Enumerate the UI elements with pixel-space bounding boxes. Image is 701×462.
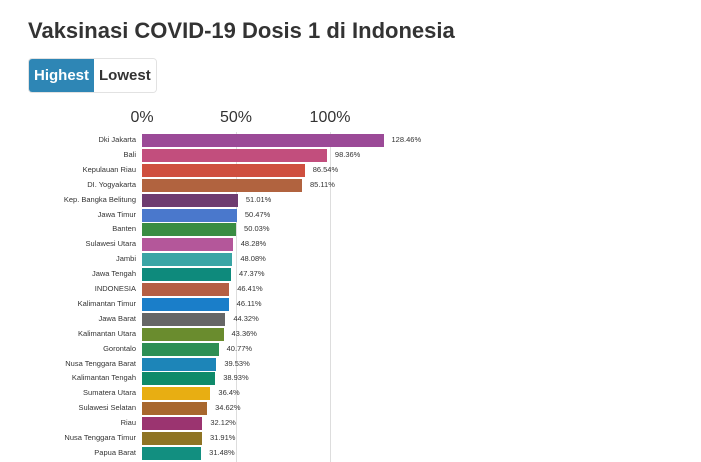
chart-row: Jawa Timur 50.47% bbox=[0, 208, 701, 223]
chart-row: Jawa Tengah 47.37% bbox=[0, 267, 701, 282]
value-label: 85.11% bbox=[310, 179, 335, 189]
chart-row: Sulawesi Selatan 34.62% bbox=[0, 401, 701, 416]
value-label: 128.46% bbox=[391, 135, 422, 144]
chart-row: Kalimantan Tengah 38.93% bbox=[0, 371, 701, 386]
chart-row: Jambi 48.08% bbox=[0, 252, 701, 267]
value-label: 86.54% bbox=[312, 164, 339, 174]
bar[interactable] bbox=[142, 223, 237, 237]
row-label: Jawa Barat bbox=[98, 313, 136, 323]
bar[interactable] bbox=[142, 402, 208, 416]
chart-row: Papua Barat 31.48% bbox=[0, 446, 701, 461]
axis-tick-label: 50% bbox=[219, 109, 253, 126]
gridline bbox=[236, 132, 237, 462]
chart-row: Kep. Bangka Belitung 51.01% bbox=[0, 193, 701, 208]
row-label: Nusa Tenggara Barat bbox=[65, 358, 136, 368]
row-label: Kalimantan Timur bbox=[77, 298, 136, 308]
value-label: 39.53% bbox=[224, 358, 250, 368]
bar[interactable] bbox=[142, 134, 384, 147]
value-label: 31.91% bbox=[209, 433, 236, 442]
row-label: Nusa Tenggara Timur bbox=[64, 433, 136, 442]
bar[interactable] bbox=[142, 432, 202, 445]
chart-row: Kalimantan Timur 46.11% bbox=[0, 297, 701, 312]
axis-tick-label: 100% bbox=[309, 109, 351, 126]
row-label: Sulawesi Utara bbox=[85, 239, 136, 249]
bar[interactable] bbox=[142, 417, 203, 431]
row-label: Kalimantan Tengah bbox=[71, 373, 136, 383]
value-label: 40.77% bbox=[226, 343, 253, 353]
axis-tick-label: 0% bbox=[130, 109, 154, 126]
row-label: Kepulauan Riau bbox=[82, 164, 136, 174]
bar[interactable] bbox=[142, 342, 219, 356]
row-label: Jawa Timur bbox=[97, 209, 136, 219]
bar[interactable] bbox=[142, 372, 216, 386]
bar[interactable] bbox=[142, 148, 327, 162]
bar[interactable] bbox=[142, 163, 305, 177]
value-label: 44.32% bbox=[233, 313, 259, 323]
chart-row: Jawa Barat 44.32% bbox=[0, 312, 701, 327]
bar[interactable] bbox=[142, 327, 224, 341]
bar[interactable] bbox=[142, 357, 217, 371]
chart-row: Kalimantan Utara 43.36% bbox=[0, 327, 701, 342]
row-label: Papua Barat bbox=[94, 447, 136, 457]
bar[interactable] bbox=[142, 268, 232, 282]
row-label: Riau bbox=[120, 418, 136, 428]
bar[interactable] bbox=[142, 387, 211, 401]
page-title: Vaksinasi COVID-19 Dosis 1 di Indonesia bbox=[28, 18, 455, 43]
row-label: DI. Yogyakarta bbox=[87, 179, 136, 189]
row-label: Banten bbox=[112, 224, 136, 234]
value-label: 51.01% bbox=[245, 194, 272, 204]
chart-row: INDONESIA 46.41% bbox=[0, 282, 701, 297]
row-label: Sumatera Utara bbox=[83, 388, 136, 398]
row-label: Bali bbox=[123, 149, 136, 159]
chart-row: Kepulauan Riau 86.54% bbox=[0, 163, 701, 178]
bar[interactable] bbox=[142, 208, 237, 222]
bar[interactable] bbox=[142, 253, 233, 267]
bar[interactable] bbox=[142, 238, 233, 252]
chart-row: Dki Jakarta 128.46% bbox=[0, 133, 701, 148]
value-label: 50.03% bbox=[244, 224, 270, 234]
gridline bbox=[330, 132, 331, 462]
chart-row: Banten 50.03% bbox=[0, 222, 701, 237]
row-label: Gorontalo bbox=[103, 343, 136, 353]
value-label: 48.08% bbox=[240, 254, 266, 264]
value-label: 50.47% bbox=[244, 209, 271, 219]
chart-row: Riau 32.12% bbox=[0, 416, 701, 431]
value-label: 36.4% bbox=[218, 388, 240, 398]
value-label: 46.11% bbox=[236, 298, 262, 308]
bar[interactable] bbox=[142, 178, 302, 192]
value-label: 98.36% bbox=[334, 149, 361, 159]
bar[interactable] bbox=[142, 312, 226, 326]
chart-row: Nusa Tenggara Timur 31.91% bbox=[0, 431, 701, 446]
row-label: Sulawesi Selatan bbox=[78, 403, 136, 413]
value-label: 47.37% bbox=[239, 269, 265, 279]
value-label: 46.41% bbox=[237, 284, 263, 293]
row-label: Jambi bbox=[115, 254, 136, 264]
row-label: INDONESIA bbox=[94, 284, 136, 293]
value-label: 43.36% bbox=[231, 328, 257, 338]
bar[interactable] bbox=[142, 446, 202, 460]
value-label: 38.93% bbox=[223, 373, 249, 383]
value-label: 32.12% bbox=[210, 418, 236, 428]
bar[interactable] bbox=[142, 193, 238, 207]
lowest-button[interactable]: Lowest bbox=[94, 59, 156, 92]
row-label: Kalimantan Utara bbox=[78, 328, 136, 338]
row-label: Dki Jakarta bbox=[98, 135, 136, 144]
bar[interactable] bbox=[142, 297, 229, 311]
chart-row: Sulawesi Utara 48.28% bbox=[0, 237, 701, 252]
value-label: 48.28% bbox=[240, 239, 267, 249]
row-label: Kep. Bangka Belitung bbox=[63, 194, 136, 204]
sort-toggle: Highest Lowest bbox=[28, 58, 157, 93]
row-label: Jawa Tengah bbox=[91, 269, 136, 279]
bar[interactable] bbox=[142, 283, 230, 296]
chart-row: Nusa Tenggara Barat 39.53% bbox=[0, 357, 701, 372]
highest-button[interactable]: Highest bbox=[29, 59, 95, 92]
chart-row: Bali 98.36% bbox=[0, 148, 701, 163]
value-label: 34.62% bbox=[215, 403, 241, 413]
value-label: 31.48% bbox=[209, 447, 235, 457]
chart-row: Sumatera Utara 36.4% bbox=[0, 386, 701, 401]
chart-row: Gorontalo 40.77% bbox=[0, 342, 701, 357]
chart-row: DI. Yogyakarta 85.11% bbox=[0, 178, 701, 193]
